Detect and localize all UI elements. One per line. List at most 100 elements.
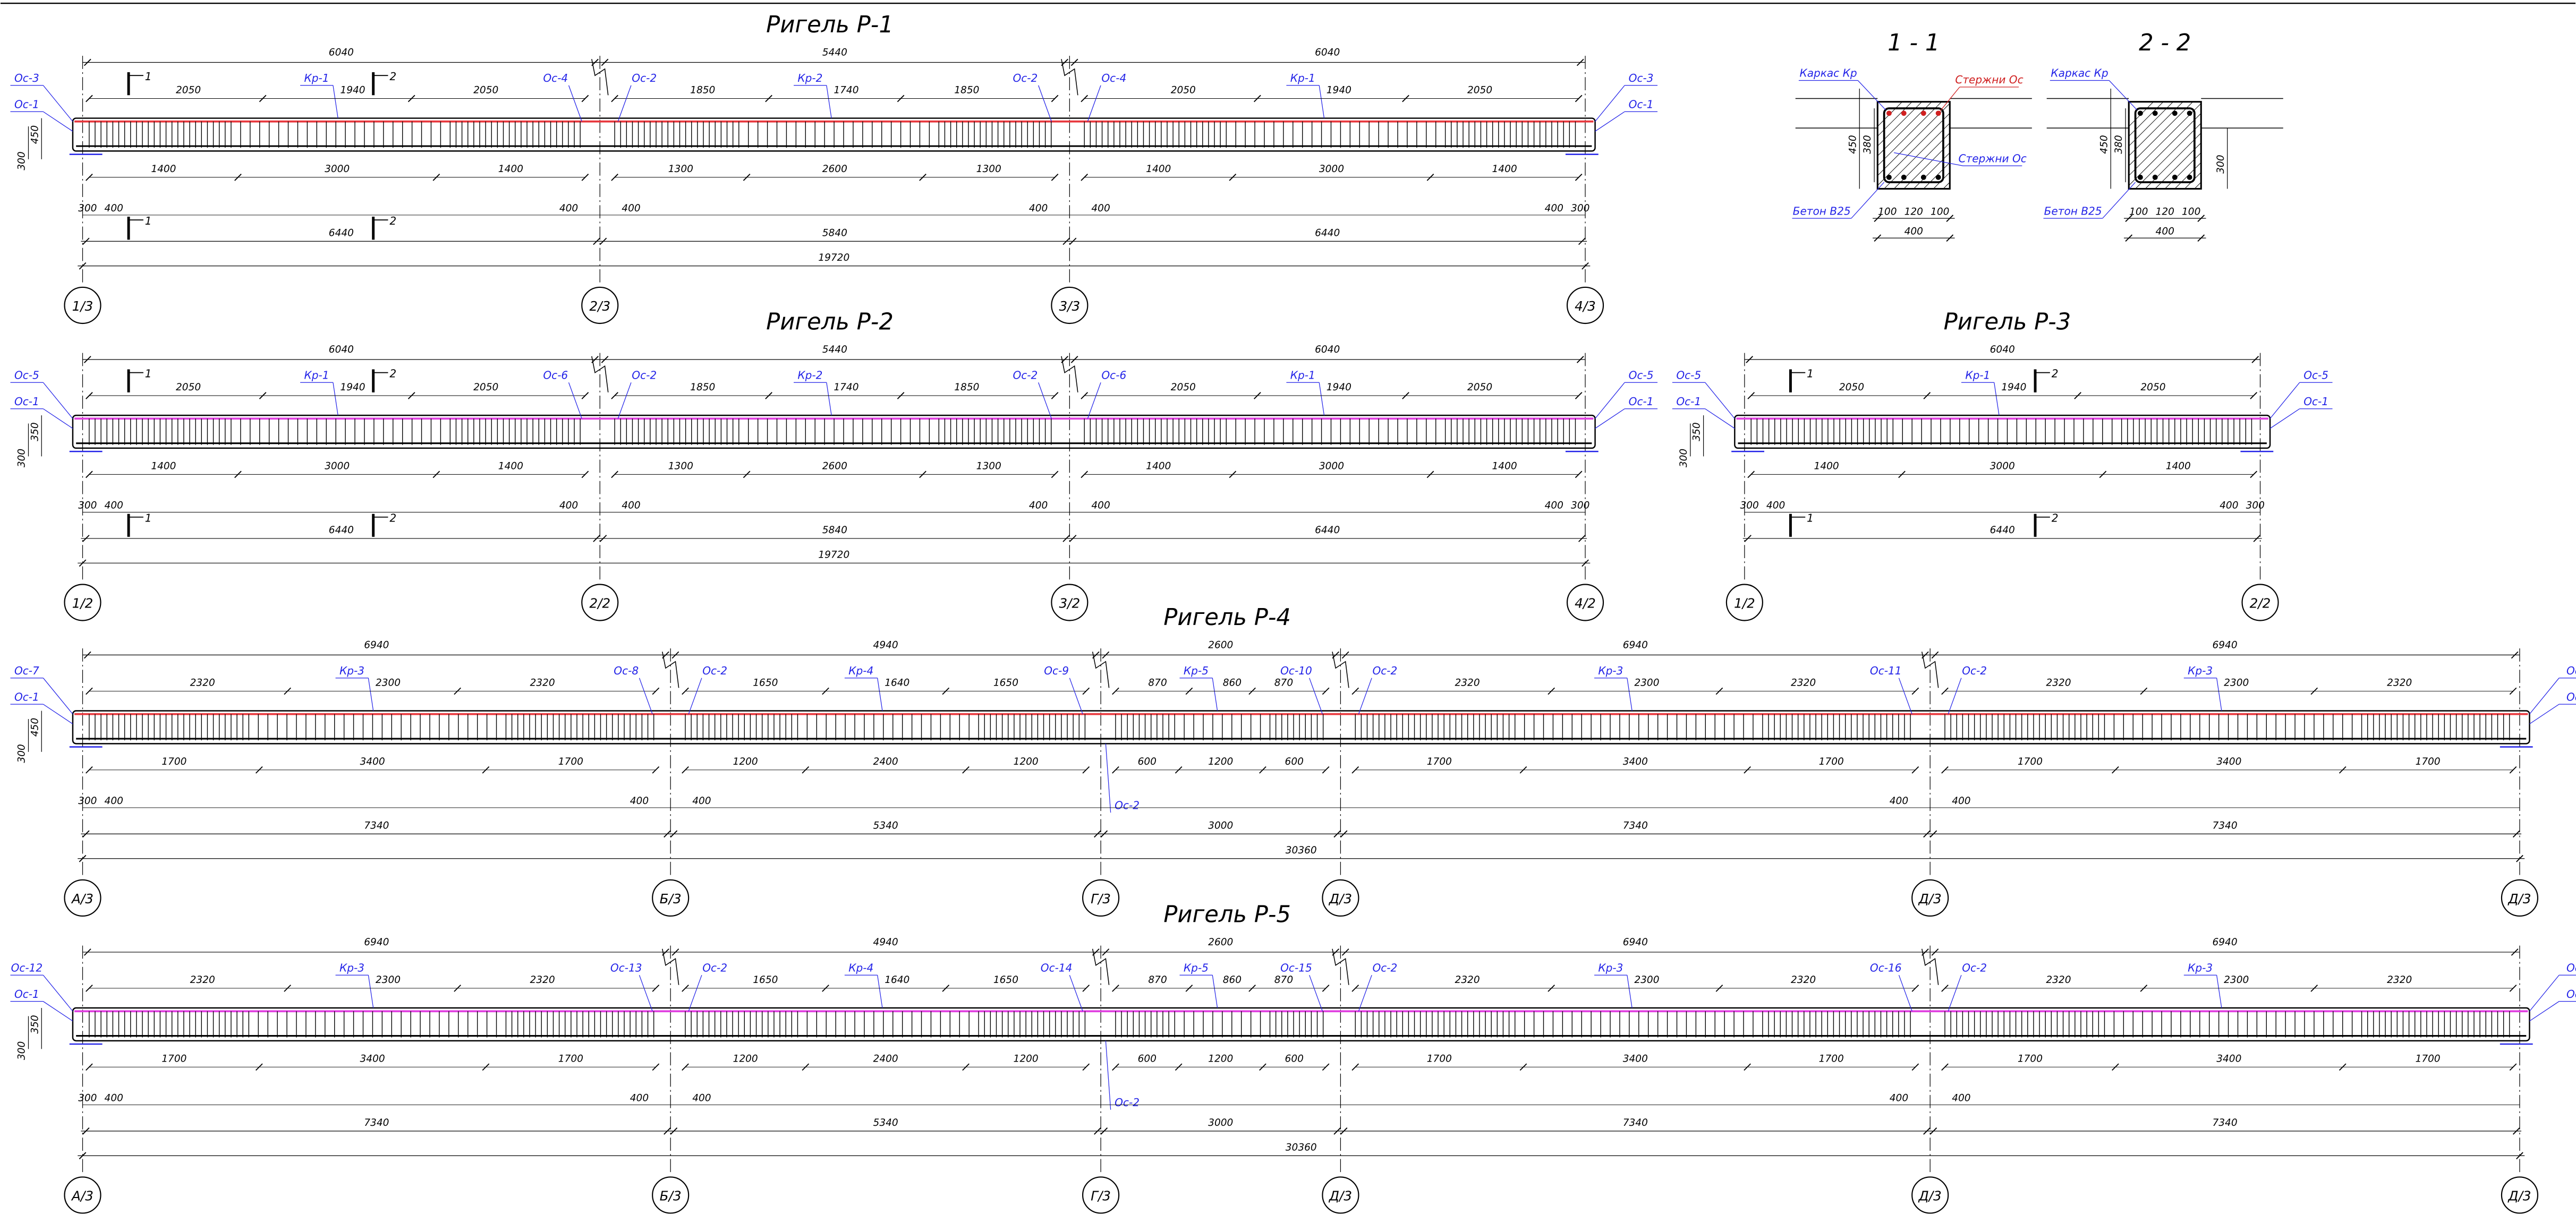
dim-tick [897,392,905,399]
section-dim: 380 [1862,135,1873,153]
axis-bubble [1911,1176,1949,1214]
dim-tick [2197,215,2205,222]
dim-tick [1069,237,1077,245]
dim-tick [86,766,93,774]
height-dim: 350 [29,422,40,441]
dim-tick [2125,234,2133,242]
bottom-length: 3400 [1623,756,1648,767]
frame-label: Кр-4 [848,664,873,677]
rebar-tag: Ос-9 [1044,664,1069,677]
axis-bubble [1082,879,1120,917]
end-dim: 300 [1740,500,1758,511]
tag-leader [1038,85,1052,122]
break-line [1332,948,1349,985]
height-dim: 300 [16,1041,28,1060]
label-leader [2109,80,2138,110]
rebar-tag: Ос-1 [2303,395,2328,408]
label-leader [1894,152,1963,166]
frame-label: Кр-1 [304,369,329,381]
end-dim: 300 [78,203,97,214]
cut-label: 2 [2052,367,2059,380]
tag-leader [1705,408,1735,429]
axis-bubble [64,879,101,917]
rebar-tag: Ос-11 [1870,664,1902,677]
dim-tick [765,95,772,102]
rebar-tag: Ос-2 [632,72,657,84]
section-label: Бетон В25 [1793,204,1851,217]
dim-tick [83,356,91,363]
dim-tick [83,651,91,659]
rebar-tag: Ос-1 [14,395,39,408]
axis-bubble [1322,879,1359,917]
section-label: Каркас Кр [1799,67,1857,80]
span-length: 4940 [873,639,898,651]
rebar-dot [1901,110,1907,116]
dim-tick [611,95,618,102]
height-dim: 450 [29,125,40,144]
rebar-dot [1901,174,1907,180]
dim-tick [82,237,90,245]
dim-tick [2509,985,2517,992]
dim-tick [601,356,609,363]
support-length: 400 [1545,500,1563,511]
dim-tick [1402,95,1409,102]
bottom-length: 1700 [2018,756,2043,767]
side-length: 870 [1148,974,1167,986]
dim-tick [664,830,671,838]
dim-tick [601,58,609,66]
bottom-length: 3400 [1623,1053,1648,1064]
dim-tick [1351,766,1359,774]
span-total: 7340 [1623,1117,1648,1128]
tag-leader [1038,382,1052,419]
dim-tick [1102,948,1110,956]
dim-tick [2509,687,2517,695]
side-length: 1650 [993,974,1018,986]
dim-tick [1351,1063,1359,1071]
break-line [1061,356,1078,392]
dim-tick [284,687,291,695]
rebar-tag: Ос-6 [543,369,568,381]
side-length: 2050 [1467,382,1492,393]
rebar-tag: Ос-2 [1115,799,1140,811]
dim-tick [454,687,461,695]
span-length: 6940 [364,639,389,651]
rebar-dot [2137,174,2143,180]
frame-leader [2216,975,2222,1008]
dim-tick [1923,830,1931,838]
dim-tick [802,1063,810,1071]
bottom-length: 1200 [733,1053,758,1064]
side-length: 2320 [530,677,555,688]
dim-tick [682,985,689,992]
dim-tick [1351,985,1359,992]
axis-label: 1/2 [1734,596,1755,611]
tag-leader [1595,85,1625,122]
dim-tick [1062,237,1070,245]
dim-tick [1333,830,1341,838]
rebar-tag: Ос- [2566,988,2576,1000]
support-length: 400 [622,203,640,214]
dim-tick [1747,471,1755,478]
support-length: 400 [1091,500,1110,511]
dim-tick [2112,1063,2119,1071]
dim-tick [1911,1063,1919,1071]
beam-title: Ригель Р-2 [766,309,894,335]
axis-bubble [1322,1176,1359,1214]
tag-leader [2269,408,2300,429]
dim-tick [897,95,905,102]
dim-tick [822,985,829,992]
section-frame [2134,107,2196,183]
rebar-tag: Ос-2 [702,961,727,974]
frame-leader [1627,678,1633,711]
dim-tick [1911,985,1919,992]
bottom-length: 1700 [1427,756,1452,767]
side-length: 2050 [1467,85,1492,96]
end-dim: 300 [78,500,97,511]
dim-tick [1747,392,1755,399]
frame-label: Кр-1 [1290,369,1315,381]
stirrups [1750,418,2252,445]
rebar-tag: Ос-2 [1962,961,1987,974]
dim-tick [682,687,689,695]
cut-label: 1 [145,367,152,380]
axis-bubble [1725,584,1763,621]
dim-tick [1578,535,1586,542]
